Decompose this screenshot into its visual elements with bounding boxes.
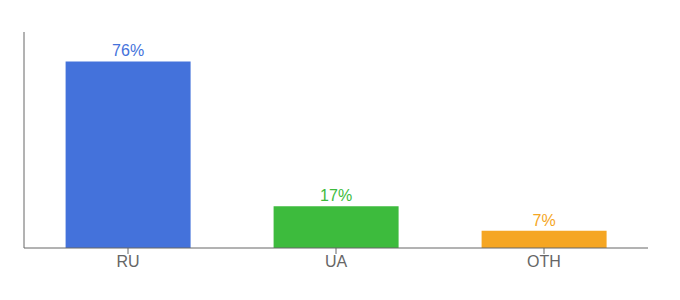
svg-text:76%: 76% xyxy=(112,42,144,59)
svg-text:17%: 17% xyxy=(320,187,352,204)
svg-text:UA: UA xyxy=(325,253,348,270)
svg-text:RU: RU xyxy=(116,253,139,270)
svg-text:OTH: OTH xyxy=(527,253,561,270)
svg-text:7%: 7% xyxy=(533,212,556,229)
